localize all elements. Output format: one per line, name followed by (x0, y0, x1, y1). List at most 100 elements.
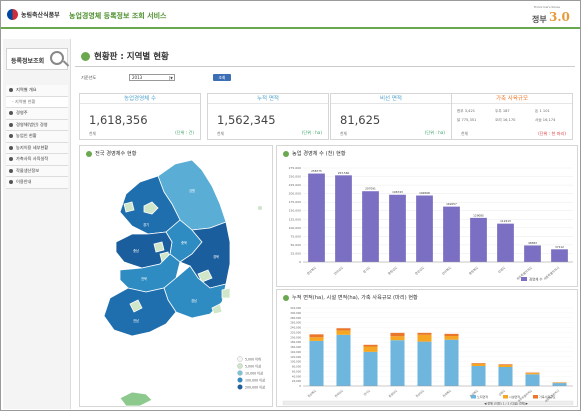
x-tick-label: 강원도 (497, 265, 507, 274)
region-gwangju[interactable] (129, 299, 143, 313)
sidebar-item-region-overview[interactable]: 지역별 개요 (6, 85, 68, 97)
stack-segment (336, 330, 351, 335)
stack-segment (390, 332, 405, 337)
sidebar-item-farmers[interactable]: 농업인 현황 (6, 131, 68, 143)
top-header: 농림축산식품부 농업경영체 등록정보 조회 서비스 Tomorrow's Kor… (1, 1, 580, 29)
region-ulleung[interactable] (257, 205, 263, 211)
y-tick-label: 200,000 (289, 192, 301, 196)
service-title: 농업경영체 등록정보 조회 서비스 (69, 12, 167, 20)
sidebar-item-guide[interactable]: 이용안내 (6, 177, 68, 189)
bullet-icon (9, 88, 13, 93)
bar (497, 223, 514, 262)
card-unit: (단위 : 건) (175, 130, 194, 135)
stack-segment (498, 366, 513, 386)
y-tick-label: 180,000 (290, 340, 301, 344)
x-tick-label: 강원도 (498, 388, 507, 396)
gov30-text: 정부 (532, 15, 547, 24)
year-select-value: 2013 (132, 75, 143, 80)
card-unit: (단위 : ha) (424, 130, 445, 135)
legend-label: 100,000 이상 (245, 378, 265, 383)
legend-label: 5,000 이하 (245, 357, 261, 362)
legend-swatch (503, 395, 508, 399)
y-tick-label: 75,000 (291, 234, 302, 238)
x-tick-label: 경상북도 (307, 388, 318, 398)
table-cell: 사슴 16,174 (535, 118, 556, 122)
panel-bullet-icon (283, 150, 289, 157)
region-seoul[interactable] (143, 201, 159, 215)
card-value: 1,618,356 (89, 113, 148, 127)
legend-label: 200,000 이상 (245, 385, 265, 390)
map-panel: 전국 경영체수 현황 (79, 145, 273, 407)
y-tick-label: 80,000 (292, 365, 301, 369)
x-tick-label: 경상남도 (413, 265, 425, 276)
data-label: 253,560 (338, 171, 350, 175)
map-label: 전남 (133, 318, 139, 323)
data-label: 37112 (555, 245, 564, 249)
sidebar-subitem-region-status[interactable]: - 지역별 현황 (6, 96, 68, 108)
korea-map[interactable]: 강원 경기 충북 충남 경북 전북 경남 전남 5,000 이하 (80, 146, 274, 408)
sidebar-item-livestock[interactable]: 가축사육 사육실적 (6, 154, 68, 166)
stack-segment (417, 332, 432, 335)
x-tick-label: 충청남도 (388, 388, 399, 398)
y-tick-label: 260,000 (290, 321, 301, 325)
region-jeonnam[interactable] (103, 287, 177, 337)
stack-panel-header: 누적 면적(ha), 시설 면적(ha), 가축 사육규모 (마리) 현황 (283, 294, 418, 301)
x-tick-label: 경기도 (362, 265, 372, 274)
region-incheon[interactable] (123, 201, 135, 213)
sidebar-item-corporate[interactable]: 경영체(법인) 경영 (6, 119, 68, 131)
horizontal-scrollbar[interactable] (282, 400, 574, 406)
stack-segment (444, 333, 459, 337)
region-ulsan[interactable] (221, 287, 231, 299)
card-header: 비선 면적 (331, 94, 451, 104)
table-row: 닭 775,351 오리 16,170 사슴 16,174 (455, 116, 573, 125)
stack-segment (444, 339, 459, 386)
livestock-table: 한우 3,421 두우 187 돈 1 101 닭 775,351 오리 16,… (455, 107, 573, 125)
pagination[interactable]: ◀ 전체 (이전) 1 / 2 (다음) 전체 ▶ (484, 401, 529, 406)
region-jeju[interactable] (119, 391, 153, 407)
y-tick-label: 125,000 (289, 217, 301, 221)
x-tick-label: 충청북도 (467, 265, 479, 276)
gov30-number: 3.0 (549, 10, 570, 24)
legend-label: 가축사육규모 (539, 394, 556, 399)
sidebar-item-label: 지역별 개요 (16, 87, 37, 93)
magnifier-icon (50, 51, 64, 65)
card-unit: (단위 : 천 마리) (538, 131, 566, 136)
x-tick-label: 전라북도 (442, 388, 453, 398)
year-select[interactable]: 2013 ▼ (129, 74, 175, 81)
search-button[interactable]: 조회 (213, 74, 231, 81)
region-daegu[interactable] (197, 269, 213, 283)
data-label: 196743 (392, 190, 403, 194)
sidebar-item-crop[interactable]: 작물생산정보 (6, 165, 68, 177)
filter-bar: 기준년도 2013 ▼ 조회 (81, 74, 231, 81)
y-tick-label: 100,000 (289, 226, 301, 230)
data-label: 48383 (528, 241, 537, 245)
x-tick-label: 경상북도 (305, 265, 317, 276)
table-cell: 한우 3,421 (457, 109, 476, 113)
bar-chart: 275,000 250,000 225,000 200,000 175,000 150,0… (289, 166, 573, 282)
stack-segment (552, 383, 567, 386)
sidebar-item-owner[interactable]: 경영주 (6, 108, 68, 120)
data-label: 194508 (419, 191, 430, 195)
bullet-icon (9, 111, 13, 116)
stat-cards: 농업경영체 수 1,618,356 천체 (단위 : 건) 누적 면적 1,56… (79, 93, 579, 141)
data-label: 258775 (311, 169, 322, 173)
sidebar-menu: 지역별 개요 - 지역별 현황 경영주 경영체(법인) 경영 농업인 현황 농지… (6, 85, 68, 189)
panel-bullet-icon (283, 294, 289, 301)
sidebar-item-farmland[interactable]: 농지이용 세부현황 (6, 142, 68, 154)
y-tick-label: 275,000 (289, 166, 301, 170)
legend-label: 시설면적 (509, 394, 520, 399)
table-cell: 두우 187 (495, 109, 510, 113)
ministry-logo[interactable]: 농림축산식품부 (7, 9, 60, 20)
map-label: 경남 (191, 298, 197, 303)
sidebar-item-label: - 지역별 현황 (12, 98, 36, 104)
region-sejong[interactable] (153, 241, 165, 253)
region-busan[interactable] (211, 303, 223, 315)
card-livestock: 가축 사육규모 한우 3,421 두우 187 돈 1 101 닭 775,35… (451, 93, 573, 140)
page-title: 현황판 : 지역별 현황 (81, 50, 169, 62)
map-panel-header: 전국 경영체수 현황 (86, 150, 136, 157)
table-row: 한우 3,421 두우 187 돈 1 101 (455, 107, 573, 116)
stack-segment (336, 328, 351, 331)
legend-label: 노지면적 (477, 394, 488, 399)
bar (416, 195, 433, 262)
